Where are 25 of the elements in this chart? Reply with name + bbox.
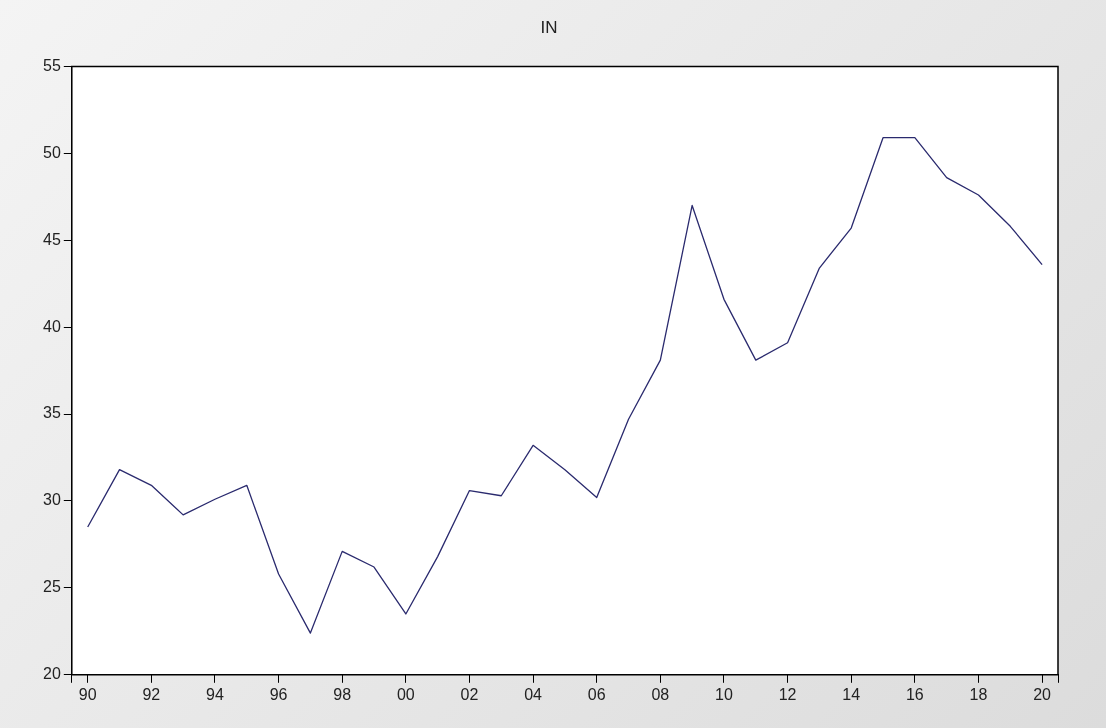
x-tick-label: 96 [269, 685, 288, 703]
y-tick-label: 30 [43, 491, 61, 509]
x-tick-label: 06 [587, 685, 606, 703]
x-tick-label: 92 [142, 685, 161, 703]
y-tick-label: 25 [43, 578, 61, 596]
x-tick-label: 10 [715, 685, 733, 703]
y-tick-label: 55 [43, 56, 61, 74]
x-tick-label: 16 [905, 685, 924, 703]
y-tick-label: 50 [43, 143, 61, 161]
y-tick-label: 20 [43, 665, 61, 683]
x-tick-label: 00 [396, 685, 415, 703]
x-tick-label: 20 [1033, 685, 1052, 703]
x-tick-label: 94 [206, 685, 224, 703]
x-tick-label: 04 [524, 685, 543, 703]
y-tick-label: 45 [43, 230, 61, 248]
x-tick-label: 18 [969, 685, 988, 703]
y-tick-label: 40 [43, 317, 61, 335]
x-tick-label: 14 [842, 685, 861, 703]
y-tick-label: 35 [43, 404, 61, 422]
chart-title: IN [540, 17, 558, 37]
x-tick-label: 90 [78, 685, 97, 703]
x-tick-label: 98 [333, 685, 352, 703]
x-tick-label: 12 [778, 685, 797, 703]
x-tick-label: 08 [651, 685, 670, 703]
x-tick-label: 02 [460, 685, 479, 703]
